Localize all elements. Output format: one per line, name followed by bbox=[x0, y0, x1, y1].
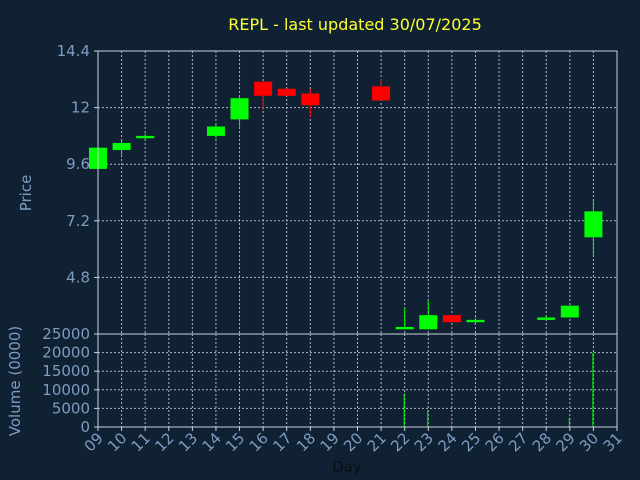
volume-tick-label: 15000 bbox=[42, 362, 90, 380]
price-tick-label: 7.2 bbox=[66, 212, 90, 230]
candle-body bbox=[206, 126, 225, 136]
candle bbox=[206, 124, 225, 139]
candle-body bbox=[466, 319, 485, 323]
volume-tick-label: 20000 bbox=[42, 344, 90, 362]
price-tick-label: 4.8 bbox=[66, 268, 90, 286]
candle-body bbox=[112, 142, 131, 151]
candle-body bbox=[230, 98, 249, 120]
x-tick-label: 28 bbox=[529, 429, 555, 455]
x-tick-label: 13 bbox=[175, 429, 201, 455]
x-tick-label: 20 bbox=[340, 429, 366, 455]
candle bbox=[372, 79, 391, 101]
chart-title: REPL - last updated 30/07/2025 bbox=[228, 15, 482, 34]
x-tick-label: 19 bbox=[317, 429, 343, 455]
price-axis: 4.8 7.2 9.6 12 14.4 bbox=[57, 42, 98, 286]
x-tick-label: 21 bbox=[364, 429, 390, 455]
candle bbox=[419, 300, 438, 330]
x-tick-label: 14 bbox=[199, 429, 225, 455]
volume-bars bbox=[380, 352, 594, 427]
x-tick-label: 24 bbox=[434, 429, 460, 455]
x-tick-label: 23 bbox=[411, 429, 437, 455]
volume-axis-title: Volume (0000) bbox=[6, 326, 24, 436]
price-grid bbox=[97, 50, 618, 334]
candle bbox=[112, 140, 131, 155]
price-tick-label: 12 bbox=[71, 99, 90, 117]
x-tick-label: 12 bbox=[151, 429, 177, 455]
x-axis: 0910111213141516171819202122232425262728… bbox=[81, 427, 626, 455]
candle-body bbox=[442, 315, 461, 323]
candle-body bbox=[560, 305, 579, 318]
candle-body bbox=[277, 88, 296, 96]
candle bbox=[301, 88, 320, 118]
candle-body bbox=[254, 81, 273, 96]
candles bbox=[89, 79, 603, 330]
candle bbox=[537, 315, 556, 320]
candle bbox=[584, 199, 603, 257]
candle bbox=[466, 317, 485, 325]
price-tick-label: 9.6 bbox=[66, 155, 90, 173]
price-axis-title: Price bbox=[17, 175, 35, 212]
candle-body bbox=[136, 135, 155, 139]
candle bbox=[230, 95, 249, 127]
volume-tick-label: 5000 bbox=[52, 399, 90, 417]
x-tick-label: 11 bbox=[128, 429, 154, 455]
candle bbox=[277, 88, 296, 96]
x-tick-label: 15 bbox=[222, 429, 248, 455]
candle bbox=[442, 315, 461, 323]
candle bbox=[395, 308, 414, 330]
x-tick-label: 25 bbox=[458, 429, 484, 455]
candle bbox=[254, 81, 273, 110]
volume-tick-label: 25000 bbox=[42, 325, 90, 343]
volume-tick-label: 10000 bbox=[42, 381, 90, 399]
volume-grid bbox=[97, 334, 618, 427]
volume-tick-label: 0 bbox=[80, 418, 90, 436]
candle-body bbox=[584, 211, 603, 238]
x-tick-label: 18 bbox=[293, 429, 319, 455]
candle bbox=[560, 305, 579, 318]
volume-plot-frame bbox=[97, 333, 618, 428]
x-tick-label: 26 bbox=[482, 429, 508, 455]
candle-body bbox=[301, 93, 320, 106]
candle-body bbox=[419, 315, 438, 330]
x-tick-label: 30 bbox=[576, 429, 602, 455]
candle bbox=[136, 133, 155, 141]
x-tick-label: 29 bbox=[552, 429, 578, 455]
candle-body bbox=[372, 86, 391, 101]
x-tick-label: 16 bbox=[246, 429, 272, 455]
x-tick-label: 17 bbox=[269, 429, 295, 455]
x-axis-title: Day bbox=[332, 458, 362, 476]
x-tick-label: 27 bbox=[505, 429, 531, 455]
x-tick-label: 10 bbox=[104, 429, 130, 455]
x-tick-label: 31 bbox=[600, 429, 626, 455]
x-tick-label: 22 bbox=[387, 429, 413, 455]
candle-body bbox=[395, 326, 414, 330]
price-tick-label: 14.4 bbox=[57, 42, 90, 60]
candle-body bbox=[537, 317, 556, 320]
